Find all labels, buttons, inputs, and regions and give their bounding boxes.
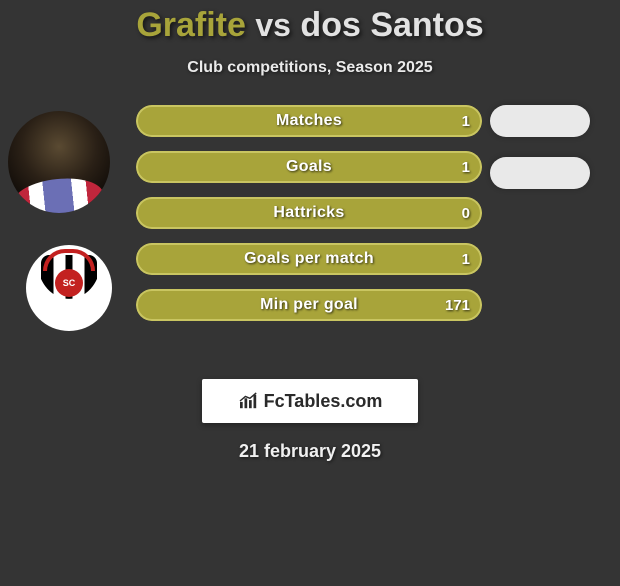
branding-badge: FcTables.com — [202, 379, 418, 423]
stat-label: Matches — [136, 105, 482, 137]
player-b-name: dos Santos — [300, 6, 483, 44]
player-b-crest: SC — [26, 245, 112, 331]
stat-bar-row: Min per goal171 — [136, 289, 482, 321]
vs-label: vs — [255, 7, 291, 43]
player-a-avatar — [8, 111, 110, 213]
player-b-pill — [490, 157, 590, 189]
stat-bar-row: Hattricks0 — [136, 197, 482, 229]
stat-label: Min per goal — [136, 289, 482, 321]
stat-bar-row: Goals per match1 — [136, 243, 482, 275]
stat-value-a: 1 — [462, 105, 470, 137]
stat-value-a: 1 — [462, 151, 470, 183]
branding-text: FcTables.com — [264, 391, 383, 412]
page-title: Grafite vs dos Santos — [0, 6, 620, 45]
player-b-pill — [490, 105, 590, 137]
club-crest-icon: SC — [41, 255, 97, 321]
stat-value-a: 171 — [445, 289, 470, 321]
stat-value-a: 1 — [462, 243, 470, 275]
comparison-content: SC Matches1Goals1Hattricks0Goals per mat… — [0, 105, 620, 365]
stat-bar-row: Goals1 — [136, 151, 482, 183]
stat-label: Goals per match — [136, 243, 482, 275]
stat-label: Goals — [136, 151, 482, 183]
stat-bar-row: Matches1 — [136, 105, 482, 137]
stat-bars: Matches1Goals1Hattricks0Goals per match1… — [136, 105, 482, 335]
snapshot-date: 21 february 2025 — [0, 441, 620, 462]
stat-value-a: 0 — [462, 197, 470, 229]
subtitle: Club competitions, Season 2025 — [0, 59, 620, 77]
stat-label: Hattricks — [136, 197, 482, 229]
bar-chart-icon — [238, 392, 260, 410]
player-a-name: Grafite — [136, 6, 246, 44]
